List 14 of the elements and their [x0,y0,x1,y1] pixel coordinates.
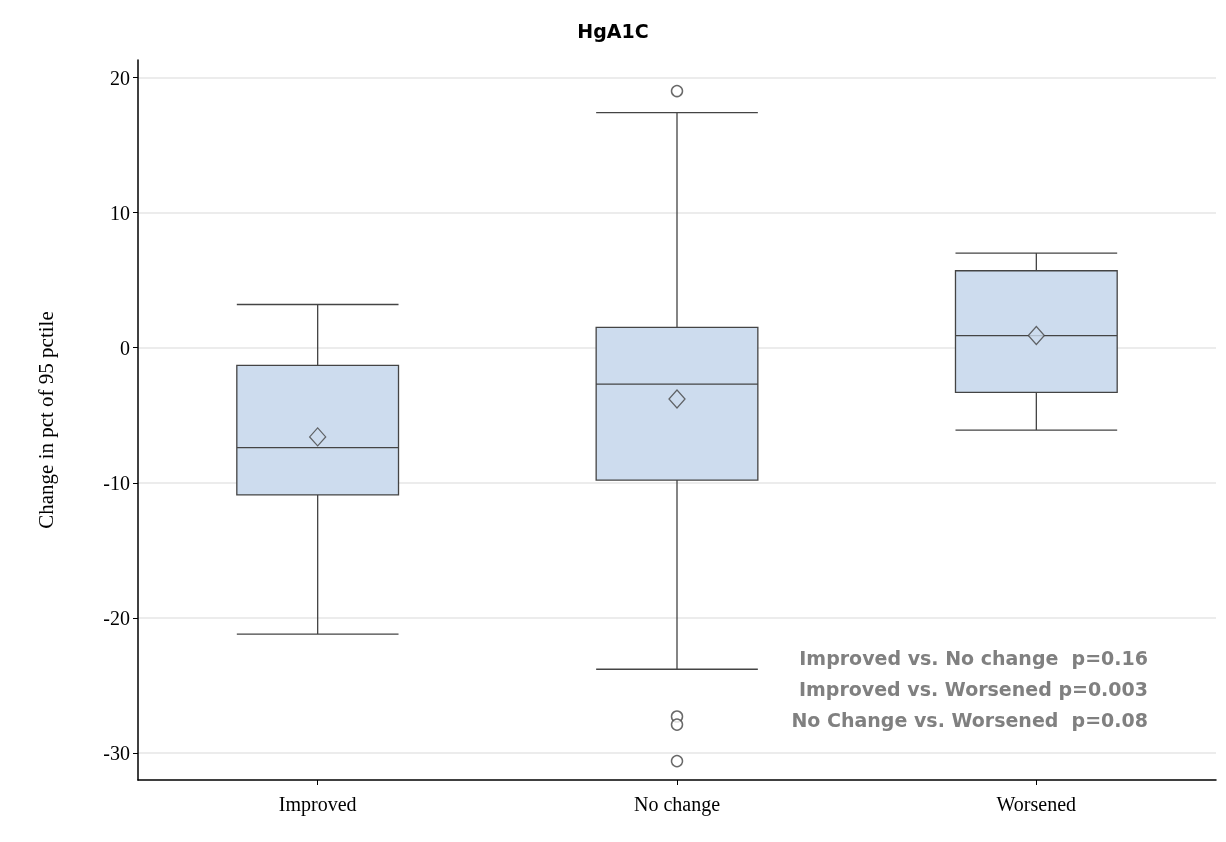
x-tick-label: Improved [278,793,357,816]
chart-title: HgA1C [577,19,649,42]
y-tick-label: -30 [103,741,130,764]
y-tick-label: 0 [120,336,130,359]
y-tick-label: 10 [110,201,130,224]
y-tick-label: -20 [103,606,130,629]
x-tick-label: Worsened [996,793,1077,815]
annotation: Improved vs. No change p=0.16 [799,646,1149,669]
annotation: No Change vs. Worsened p=0.08 [791,708,1149,731]
y-axis-title: Change in pct of 95 pctile [33,311,58,529]
y-tick-label: -10 [103,471,130,494]
y-tick-label: 20 [110,66,130,89]
x-tick-label: No change [633,793,721,816]
annotation: Improved vs. Worsened p=0.003 [798,677,1149,700]
